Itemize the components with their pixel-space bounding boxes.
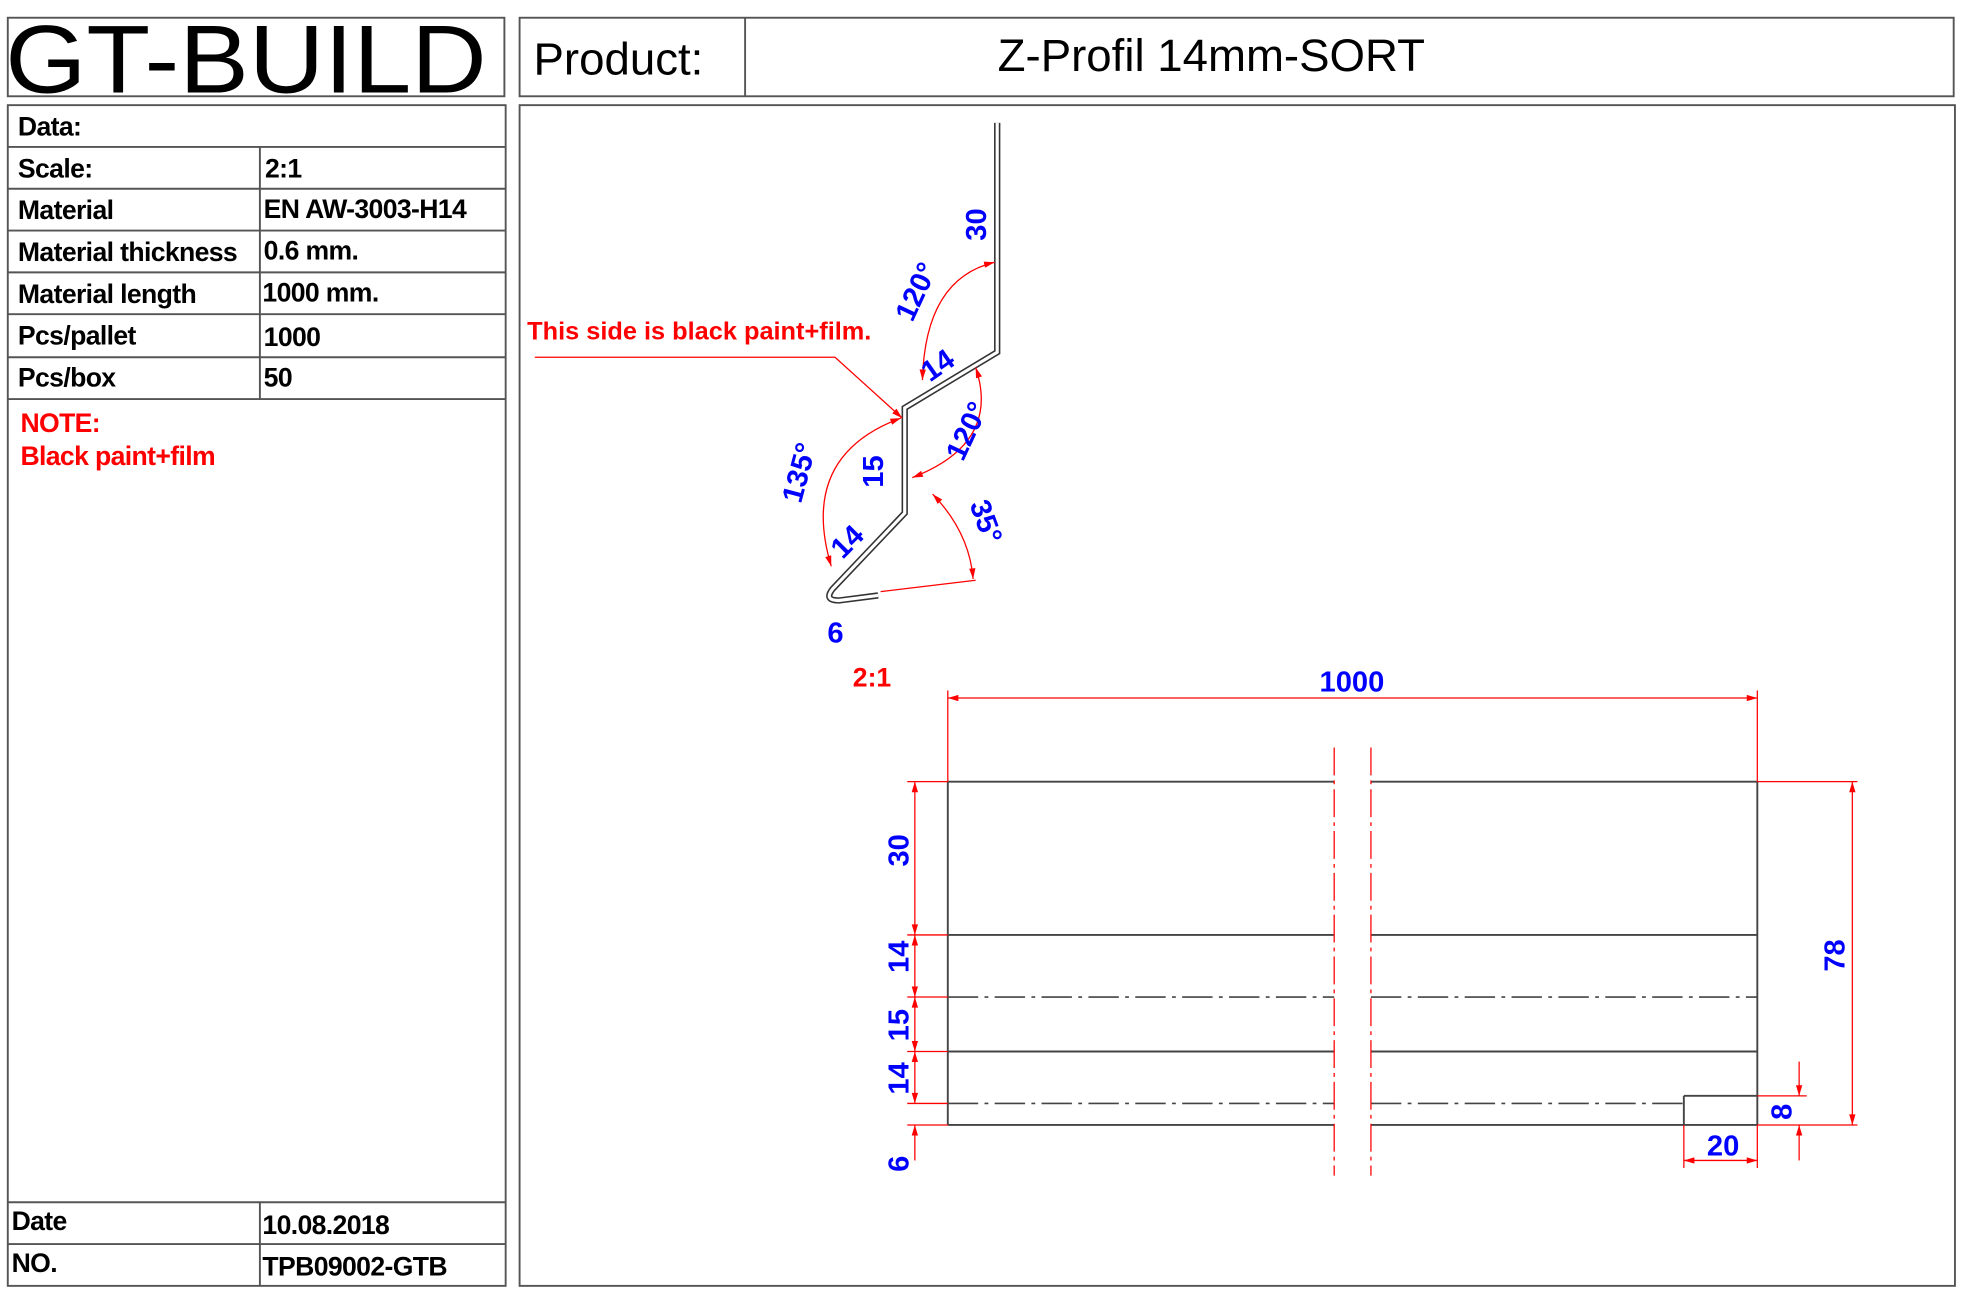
dim-web: 15 bbox=[858, 455, 890, 487]
dim-left: 15 bbox=[884, 1009, 916, 1041]
row-label: Pcs/pallet bbox=[18, 321, 137, 351]
row-value: 1000 mm. bbox=[262, 278, 378, 308]
info-table: Data: Scale: 2:1 Material EN AW-3003-H14… bbox=[6, 104, 507, 1287]
dim-total-height: 78 bbox=[1820, 939, 1852, 971]
dim-left: 14 bbox=[884, 1061, 916, 1094]
profile-section: This side is black paint+film. 30 120° 1… bbox=[527, 122, 1008, 693]
row-value: 50 bbox=[264, 362, 292, 392]
dim-angle-mid: 120° bbox=[940, 397, 994, 465]
row-label: Scale: bbox=[18, 153, 93, 183]
row-label: Material bbox=[18, 195, 113, 225]
dim-top: 30 bbox=[961, 208, 993, 240]
row-label: Pcs/box bbox=[18, 362, 116, 392]
left-dimensions: 30 14 15 14 6 bbox=[884, 781, 948, 1172]
scale-label: 2:1 bbox=[853, 663, 892, 693]
plan-view: 1000 30 14 15 14 6 78 8 bbox=[884, 667, 1858, 1176]
dim-left: 30 bbox=[884, 834, 916, 866]
dim-left: 14 bbox=[884, 940, 916, 973]
paint-side-callout: This side is black paint+film. bbox=[527, 318, 871, 346]
dim-left: 6 bbox=[884, 1156, 916, 1172]
dim-length: 1000 bbox=[1320, 667, 1385, 699]
dim-notch-width: 20 bbox=[1707, 1130, 1739, 1162]
dim-angle-bottom: 35° bbox=[963, 496, 1008, 548]
product-label: Product: bbox=[534, 34, 704, 85]
dim-angle-top: 120° bbox=[890, 258, 944, 326]
dim-hem: 6 bbox=[827, 617, 843, 649]
product-box: Product: Z-Profil 14mm-SORT bbox=[518, 16, 1955, 98]
note-title: NOTE: bbox=[20, 408, 100, 438]
row-label: Material length bbox=[18, 279, 196, 309]
row-value: 0.6 mm. bbox=[264, 236, 359, 266]
dim-notch-height: 8 bbox=[1767, 1104, 1799, 1120]
row-value: 2:1 bbox=[265, 153, 302, 183]
info-header: Data: bbox=[18, 112, 81, 142]
brand-logo: GT-BUILD bbox=[5, 6, 486, 113]
product-name: Z-Profil 14mm-SORT bbox=[998, 30, 1425, 81]
brand-box: GT-BUILD bbox=[5, 6, 506, 113]
dim-angle-left: 135° bbox=[777, 440, 824, 506]
row-value: EN AW-3003-H14 bbox=[264, 194, 467, 224]
note-text: Black paint+film bbox=[20, 441, 215, 471]
row-label: Material thickness bbox=[18, 237, 237, 267]
date-value: 10.08.2018 bbox=[262, 1210, 389, 1240]
number-label: NO. bbox=[12, 1248, 57, 1278]
number-value: TPB09002-GTB bbox=[262, 1252, 447, 1282]
row-value: 1000 bbox=[264, 322, 321, 352]
drawing-area bbox=[518, 104, 1956, 1287]
date-label: Date bbox=[12, 1206, 67, 1236]
